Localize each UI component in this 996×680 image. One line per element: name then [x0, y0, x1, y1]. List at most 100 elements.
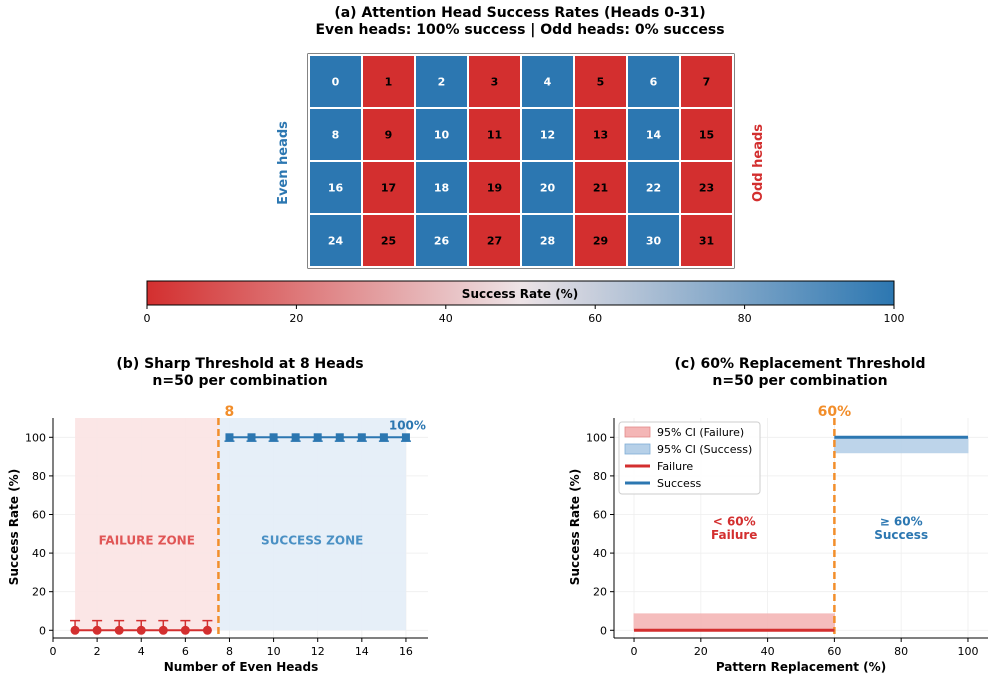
heatmap-cell-label: 21: [593, 182, 608, 195]
heatmap-cell-label: 28: [540, 235, 555, 248]
panel-c-ytick-label: 80: [593, 470, 607, 483]
panel-b-xtick-label: 12: [311, 645, 325, 658]
heatmap-cell-label: 14: [646, 129, 662, 142]
heatmap-cell: [626, 107, 681, 162]
failure-zone-label: FAILURE ZONE: [99, 534, 195, 548]
heatmap-cell-label: 19: [487, 182, 502, 195]
heatmap-cell: [520, 107, 575, 162]
panel-b-xtick-label: 14: [355, 645, 369, 658]
panel-c-ytick-label: 100: [586, 431, 607, 444]
even-heads-label: Even heads: [276, 121, 291, 205]
legend-label: Failure: [657, 460, 693, 473]
data-point: [158, 625, 168, 635]
heatmap-cell-label: 4: [544, 76, 552, 89]
panel-b-title-line2: n=50 per combination: [152, 373, 328, 389]
legend-swatch: [624, 443, 651, 455]
panel-c-xlabel: Pattern Replacement (%): [716, 660, 886, 674]
panel-b-title-line1: (b) Sharp Threshold at 8 Heads: [116, 356, 364, 372]
top-label: 100%: [389, 418, 426, 432]
right-note-2: Success: [874, 528, 928, 542]
heatmap-cell: [520, 213, 575, 268]
heatmap-cell-label: 6: [650, 76, 658, 89]
panel-b-ytick-label: 60: [32, 508, 46, 521]
heatmap-cell: [361, 107, 416, 162]
panel-b-ylabel: Success Rate (%): [7, 469, 21, 585]
data-point: [401, 433, 410, 442]
failure-zone: [75, 418, 219, 631]
panel-b-xtick-label: 6: [182, 645, 189, 658]
heatmap-cell-label: 2: [438, 76, 446, 89]
heatmap-cell: [520, 54, 575, 109]
heatmap-cell-label: 10: [434, 129, 450, 142]
heatmap-cell: [361, 54, 416, 109]
colorbar-tick-label: 80: [738, 312, 752, 325]
heatmap-cell-label: 24: [328, 235, 344, 248]
heatmap-cell-label: 0: [332, 76, 340, 89]
colorbar-label: Success Rate (%): [462, 287, 578, 301]
panel-c-xtick-label: 80: [894, 645, 908, 658]
colorbar-tick-label: 0: [144, 312, 151, 325]
panel-b-xtick-label: 10: [267, 645, 281, 658]
heatmap-cell-label: 11: [487, 129, 502, 142]
heatmap-cell: [467, 213, 522, 268]
panel-b-xtick-label: 2: [94, 645, 101, 658]
heatmap-cell-label: 18: [434, 182, 449, 195]
panel-b-title: (b) Sharp Threshold at 8 Heads n=50 per …: [60, 356, 420, 390]
panel-b-ytick-label: 100: [25, 431, 46, 444]
heatmap-cell-label: 16: [328, 182, 344, 195]
panel-a-title-line2: Even heads: 100% success | Odd heads: 0%…: [315, 22, 725, 38]
legend-label: 95% CI (Failure): [657, 426, 744, 439]
panel-c-xtick-label: 0: [631, 645, 638, 658]
data-point: [247, 433, 256, 442]
heatmap-cell-label: 7: [703, 76, 711, 89]
panel-b-xtick-label: 0: [50, 645, 57, 658]
heatmap-cell: [414, 213, 469, 268]
heatmap-cell-label: 13: [593, 129, 608, 142]
colorbar-gradient: [146, 280, 895, 306]
heatmap-cell-label: 29: [593, 235, 608, 248]
data-point: [357, 433, 366, 442]
data-point: [291, 433, 300, 442]
colorbar-tick-label: 40: [439, 312, 453, 325]
threshold-label: 60%: [818, 404, 852, 420]
colorbar-tick-label: 100: [884, 312, 905, 325]
threshold-label: 8: [224, 404, 234, 420]
panel-b-xtick-label: 16: [399, 645, 413, 658]
heatmap-cell-label: 25: [381, 235, 396, 248]
heatmap-cell: [626, 213, 681, 268]
heatmap-cell-label: 31: [699, 235, 714, 248]
heatmap-cell-label: 3: [491, 76, 499, 89]
panel-b-xlabel: Number of Even Heads: [164, 660, 318, 674]
heatmap-cell: [467, 54, 522, 109]
panel-b-ytick-label: 20: [32, 586, 46, 599]
heatmap-cell-label: 20: [540, 182, 556, 195]
heatmap-cell-label: 23: [699, 182, 714, 195]
data-point: [136, 625, 146, 635]
heatmap-cell-label: 5: [597, 76, 605, 89]
heatmap-cell: [308, 54, 363, 109]
data-point: [114, 625, 124, 635]
data-point: [202, 625, 212, 635]
data-point: [379, 433, 388, 442]
colorbar-tick-label: 20: [289, 312, 303, 325]
heatmap-cell-label: 12: [540, 129, 555, 142]
panel-c-plot: 60% < 60% Failure ≥ 60%Success 95% CI (Failu…: [586, 404, 988, 658]
panel-b-ytick-label: 0: [39, 624, 46, 637]
data-point: [335, 433, 344, 442]
panel-b-ytick-label: 80: [32, 470, 46, 483]
right-note-1: ≥ 60%: [880, 514, 923, 528]
data-point: [269, 433, 278, 442]
heatmap-cell-label: 17: [381, 182, 396, 195]
heatmap-cell-label: 9: [385, 129, 393, 142]
heatmap-cell-label: 8: [332, 129, 340, 142]
legend-label: 95% CI (Success): [657, 443, 752, 456]
colorbar: Success Rate (%) 0 20 40 60 80 100: [144, 280, 905, 325]
panel-b-xtick-label: 8: [226, 645, 233, 658]
heatmap-cell: [308, 213, 363, 268]
data-point: [180, 625, 190, 635]
panel-b-xtick-label: 4: [138, 645, 145, 658]
left-note-1: < 60%: [713, 514, 756, 528]
panel-b-plot: FAILURE ZONE SUCCESS ZONE 8 100% 0 2 4 6 8 10 12 14…: [25, 404, 428, 658]
colorbar-ticks: 0 20 40 60 80 100: [144, 305, 905, 325]
